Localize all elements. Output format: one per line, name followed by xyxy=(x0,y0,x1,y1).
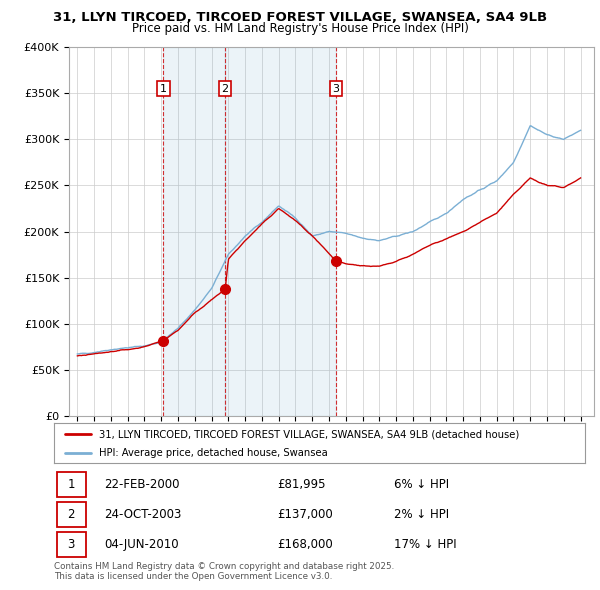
Text: HPI: Average price, detached house, Swansea: HPI: Average price, detached house, Swan… xyxy=(99,448,328,458)
Text: 3: 3 xyxy=(332,84,340,94)
Text: 24-OCT-2003: 24-OCT-2003 xyxy=(104,508,182,521)
Text: 04-JUN-2010: 04-JUN-2010 xyxy=(104,538,179,551)
Text: 1: 1 xyxy=(68,478,75,491)
Text: Contains HM Land Registry data © Crown copyright and database right 2025.
This d: Contains HM Land Registry data © Crown c… xyxy=(54,562,394,581)
Text: 17% ↓ HPI: 17% ↓ HPI xyxy=(394,538,457,551)
FancyBboxPatch shape xyxy=(56,502,86,527)
Text: 31, LLYN TIRCOED, TIRCOED FOREST VILLAGE, SWANSEA, SA4 9LB (detached house): 31, LLYN TIRCOED, TIRCOED FOREST VILLAGE… xyxy=(99,430,520,440)
FancyBboxPatch shape xyxy=(56,472,86,497)
Text: Price paid vs. HM Land Registry's House Price Index (HPI): Price paid vs. HM Land Registry's House … xyxy=(131,22,469,35)
Text: 22-FEB-2000: 22-FEB-2000 xyxy=(104,478,180,491)
Text: 2% ↓ HPI: 2% ↓ HPI xyxy=(394,508,449,521)
Text: 31, LLYN TIRCOED, TIRCOED FOREST VILLAGE, SWANSEA, SA4 9LB: 31, LLYN TIRCOED, TIRCOED FOREST VILLAGE… xyxy=(53,11,547,24)
Text: 2: 2 xyxy=(221,84,229,94)
Text: £137,000: £137,000 xyxy=(277,508,333,521)
Text: 3: 3 xyxy=(68,538,75,551)
FancyBboxPatch shape xyxy=(56,532,86,557)
Bar xyxy=(163,47,225,416)
Text: 2: 2 xyxy=(68,508,75,521)
Text: 6% ↓ HPI: 6% ↓ HPI xyxy=(394,478,449,491)
Text: £81,995: £81,995 xyxy=(277,478,326,491)
Text: £168,000: £168,000 xyxy=(277,538,333,551)
Text: 1: 1 xyxy=(160,84,167,94)
Bar xyxy=(225,47,336,416)
